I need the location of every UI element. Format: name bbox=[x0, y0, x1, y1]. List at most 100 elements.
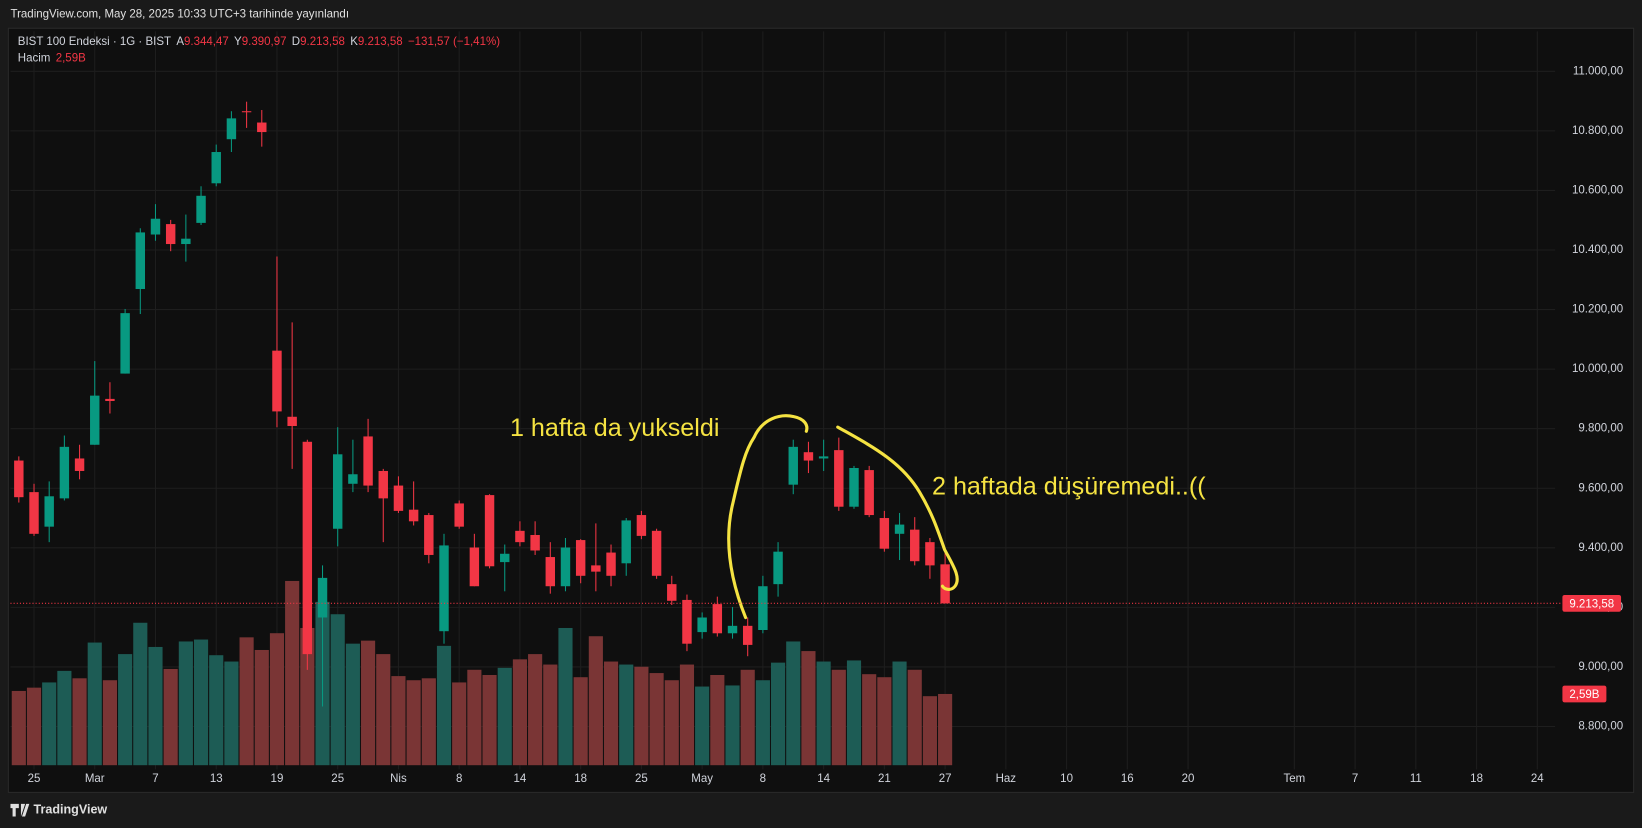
candle-body bbox=[742, 625, 753, 645]
y-tick-label: 9.400,00 bbox=[1578, 542, 1623, 554]
candle-body bbox=[530, 535, 540, 551]
candle-body bbox=[606, 552, 616, 576]
high-value: 9.390,97 bbox=[242, 36, 287, 48]
volume-bar bbox=[391, 676, 406, 766]
candle-body bbox=[196, 195, 206, 223]
x-tick-label: 8 bbox=[760, 773, 766, 785]
x-tick-label: 24 bbox=[1531, 773, 1544, 785]
volume-bar bbox=[467, 669, 482, 766]
volume-bar bbox=[436, 645, 452, 766]
x-tick-label: 19 bbox=[271, 773, 284, 785]
volume-bar bbox=[725, 685, 740, 766]
open-key: A bbox=[176, 36, 184, 48]
volume-bar bbox=[786, 641, 801, 766]
volume-bar bbox=[254, 649, 269, 766]
candle-body bbox=[120, 313, 130, 374]
x-tick-label: Mar bbox=[85, 773, 105, 785]
volume-bar bbox=[193, 639, 209, 766]
volume-bar bbox=[771, 662, 786, 766]
y-tick-label: 10.000,00 bbox=[1572, 363, 1623, 375]
volume-bar bbox=[710, 675, 725, 766]
candle-body bbox=[105, 398, 115, 401]
published-note: TradingView.com, May 28, 2025 10:33 UTC+… bbox=[10, 9, 349, 21]
candle-body bbox=[864, 470, 874, 516]
x-tick-label: Haz bbox=[996, 773, 1017, 785]
volume-bar bbox=[87, 642, 102, 766]
candle-body bbox=[636, 515, 647, 536]
volume-bar bbox=[649, 673, 664, 766]
volume-bar bbox=[862, 674, 877, 766]
candle-body bbox=[348, 474, 358, 484]
x-tick-label: 18 bbox=[1470, 773, 1483, 785]
low-value: 9.213,58 bbox=[300, 36, 345, 48]
y-tick-label: 9.000,00 bbox=[1578, 661, 1623, 673]
candle-body bbox=[621, 520, 631, 564]
candle-body bbox=[424, 515, 434, 555]
candle-body bbox=[545, 557, 556, 587]
x-tick-label: 18 bbox=[574, 773, 587, 785]
last-price-label: 9.213,58 bbox=[1569, 598, 1614, 610]
volume-bar bbox=[118, 654, 133, 766]
volume-bar bbox=[300, 627, 315, 766]
candle-body bbox=[211, 152, 221, 184]
candle-body bbox=[560, 547, 571, 587]
legend: BIST 100 Endeksi · 1G · BIST A9.344,47 Y… bbox=[18, 36, 500, 48]
last-volume-label: 2,59B bbox=[1569, 689, 1599, 701]
x-tick-label: 7 bbox=[1352, 773, 1358, 785]
volume-bar bbox=[588, 636, 603, 766]
volume-bar bbox=[482, 675, 497, 766]
volume-bar bbox=[361, 640, 376, 766]
candle-body bbox=[317, 577, 328, 618]
x-tick-label: Nis bbox=[390, 773, 407, 785]
volume-bar bbox=[846, 660, 862, 766]
candle-body bbox=[378, 470, 388, 499]
volume-bar bbox=[406, 680, 421, 766]
volume-bar bbox=[57, 670, 72, 766]
x-tick-label: 13 bbox=[210, 773, 223, 785]
x-tick-label: 11 bbox=[1410, 773, 1422, 785]
x-tick-label: 20 bbox=[1182, 773, 1195, 785]
volume-bar bbox=[816, 661, 831, 766]
volume-bar bbox=[877, 677, 892, 766]
y-tick-label: 9.600,00 bbox=[1578, 482, 1623, 494]
logo: TradingView bbox=[34, 803, 108, 817]
candle-body bbox=[910, 529, 920, 562]
volume-bar bbox=[938, 693, 953, 766]
candle-body bbox=[925, 542, 935, 566]
x-tick-label: Tem bbox=[1283, 773, 1305, 785]
volume-bar bbox=[26, 687, 42, 766]
volume-bar bbox=[831, 669, 846, 766]
candle-body bbox=[651, 530, 662, 576]
candle-body bbox=[165, 224, 176, 245]
annotation-curve bbox=[836, 425, 959, 591]
volume-bar bbox=[755, 680, 770, 766]
candle-body bbox=[302, 441, 313, 655]
volume-bar bbox=[269, 633, 285, 766]
close-value: 9.213,58 bbox=[358, 36, 403, 48]
volume-bar bbox=[102, 680, 118, 766]
volume-bar bbox=[163, 668, 178, 766]
x-tick-label: 27 bbox=[939, 773, 952, 785]
volume-bar bbox=[285, 580, 300, 766]
candle-body bbox=[363, 436, 373, 486]
volume-bar bbox=[528, 654, 543, 766]
last-volume-box bbox=[1562, 685, 1607, 703]
x-tick-label: 10 bbox=[1060, 773, 1073, 785]
volume-bar bbox=[224, 661, 239, 766]
volume-bar bbox=[376, 654, 391, 766]
candle-body bbox=[135, 232, 146, 290]
candle-body bbox=[803, 452, 814, 461]
candle-body bbox=[150, 218, 161, 235]
x-tick-label: 14 bbox=[514, 773, 527, 785]
volume-bar bbox=[922, 696, 937, 766]
volume-bar bbox=[801, 651, 816, 766]
y-tick-label: 10.200,00 bbox=[1572, 304, 1623, 316]
y-tick-label: 8.800,00 bbox=[1578, 721, 1623, 733]
candle-body bbox=[575, 540, 586, 576]
candle-body bbox=[74, 458, 85, 471]
candle-body bbox=[818, 456, 829, 459]
volume-key: Hacim bbox=[18, 53, 51, 65]
candle-body bbox=[257, 122, 267, 133]
